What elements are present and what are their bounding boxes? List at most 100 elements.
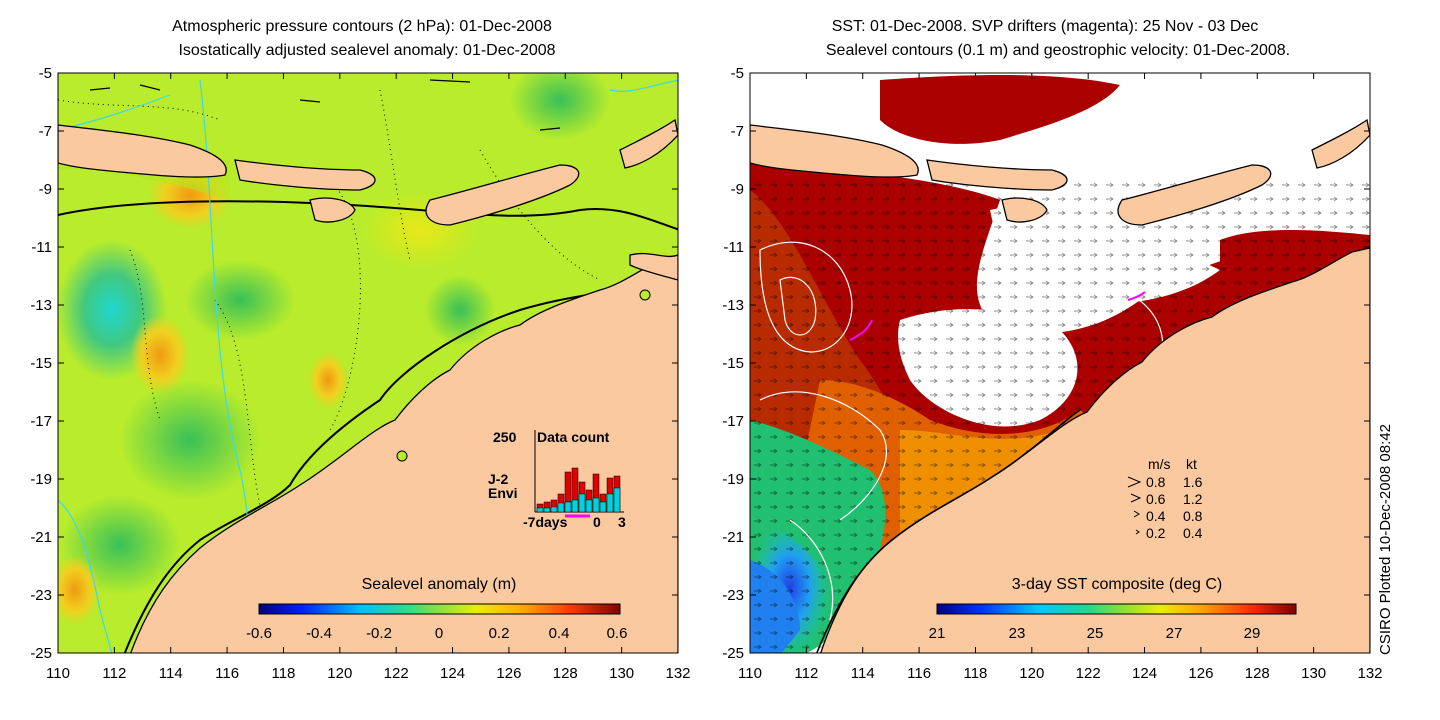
legend-kt: 0.4 <box>1183 525 1203 541</box>
island-flores <box>58 124 227 178</box>
inset-bar-envi <box>613 487 621 513</box>
lon-tick-label: 112 <box>102 665 126 682</box>
island-flores <box>750 124 919 178</box>
lon-tick-label: 116 <box>907 665 931 682</box>
lon-tick-label: 124 <box>440 665 465 682</box>
lon-tick-label: 132 <box>665 665 690 682</box>
inset-bar-envi <box>606 493 614 513</box>
lon-tick-label: 114 <box>851 665 875 682</box>
lon-tick-label: 124 <box>1132 665 1157 682</box>
lon-tick-label: 126 <box>496 665 521 682</box>
plot-credit: CSIRO Plotted 10-Dec-2008 08:42 <box>1377 424 1394 655</box>
sla-low-south <box>120 380 260 500</box>
lon-tick-label: 118 <box>963 665 987 682</box>
left-cb-tick: 0.2 <box>489 625 510 642</box>
lat-tick-label: -5 <box>731 65 744 82</box>
lat-tick-label: -11 <box>723 239 744 256</box>
lat-tick-label: -15 <box>722 355 744 372</box>
legend-arrow-icon <box>1130 493 1142 503</box>
sealevel-contour <box>759 241 853 353</box>
inset-bar-envi <box>557 502 565 513</box>
right-colorbar-scale <box>936 603 1297 615</box>
velocity-legend: m/s kt 0.8 1.6 0.6 1.2 0.4 0.8 0.2 0.4 <box>1127 456 1203 541</box>
lon-tick-label: 118 <box>271 665 295 682</box>
lon-tick-label: 116 <box>215 665 239 682</box>
lat-tick-label: -15 <box>30 355 52 372</box>
left-title-line1: Atmospheric pressure contours (2 hPa): 0… <box>172 18 552 35</box>
island-sumba <box>234 159 376 191</box>
sla-high-east <box>308 352 348 408</box>
left-axis-ticks: -5 -7 -9 -11 -13 -15 -17 -19 -21 -23 -25 110 112 114 1… <box>30 65 690 682</box>
lat-tick-label: -25 <box>30 645 52 662</box>
shelf-edge-line <box>123 284 678 653</box>
island-timor <box>1117 164 1272 226</box>
inset-tick-start: -7days <box>523 514 568 530</box>
legend-arrow-icon <box>1135 529 1140 535</box>
left-colorbar-scale <box>258 603 621 615</box>
sla-high-southwest <box>58 555 100 625</box>
legend-ms: 0.8 <box>1146 474 1166 490</box>
inset-bar-envi <box>550 506 558 513</box>
lon-tick-label: 128 <box>1245 665 1270 682</box>
left-colorbar: Sealevel anomaly (m) -0.6 -0.4 -0.2 0 0.… <box>246 576 627 642</box>
island-timor <box>425 164 580 226</box>
svp-drifter-track <box>849 319 873 341</box>
island-sumba <box>926 159 1068 191</box>
inset-bar-envi <box>564 501 572 513</box>
right-map-body <box>750 73 1370 653</box>
right-colorbar: 3-day SST composite (deg C) 21 23 25 27 … <box>929 576 1297 642</box>
left-cb-tick: -0.2 <box>366 625 392 642</box>
legend-kt: 1.6 <box>1183 474 1203 490</box>
inset-bar-envi <box>599 501 607 513</box>
inset-bars <box>536 467 621 513</box>
legend-header-kt: kt <box>1186 456 1197 472</box>
sla-low-mid <box>185 260 295 340</box>
right-map-panel: SST: 01-Dec-2008. SVP drifters (magenta)… <box>722 18 1382 682</box>
right-cb-tick: 21 <box>929 625 946 642</box>
lat-tick-label: -21 <box>30 529 52 546</box>
lon-tick-label: 122 <box>384 665 409 682</box>
lon-tick-label: 122 <box>1076 665 1101 682</box>
inset-title: Data count <box>537 429 610 445</box>
lat-tick-label: -5 <box>39 65 52 82</box>
lat-tick-label: -11 <box>31 239 52 256</box>
lat-tick-label: -19 <box>30 471 52 488</box>
sla-low-shelf <box>425 275 495 345</box>
left-cb-tick: 0.6 <box>607 625 628 642</box>
legend-ms: 0.6 <box>1146 491 1166 507</box>
lat-tick-label: -9 <box>731 181 744 198</box>
right-cb-tick: 25 <box>1087 625 1104 642</box>
legend-arrow-icon <box>1127 476 1142 488</box>
lon-tick-label: 120 <box>327 665 352 682</box>
right-cb-tick: 29 <box>1244 625 1261 642</box>
lon-tick-label: 128 <box>553 665 578 682</box>
inset-bar-envi <box>543 507 551 513</box>
lat-tick-label: -13 <box>30 297 52 314</box>
legend-kt: 1.2 <box>1183 491 1203 507</box>
right-title-line1: SST: 01-Dec-2008. SVP drifters (magenta)… <box>832 18 1259 35</box>
left-cb-tick: -0.4 <box>306 625 332 642</box>
lat-tick-label: -19 <box>722 471 744 488</box>
lat-tick-label: -17 <box>30 413 52 430</box>
lat-tick-label: -13 <box>722 297 744 314</box>
data-count-inset: 250 Data count J-2 Envi -7days 0 3 <box>488 429 626 530</box>
lon-tick-label: 110 <box>46 665 70 682</box>
legend-ms: 0.4 <box>1146 508 1166 524</box>
inset-tick-end: 3 <box>618 514 626 530</box>
lon-tick-label: 114 <box>159 665 183 682</box>
tide-gauge-marker <box>639 289 651 301</box>
right-colorbar-label: 3-day SST composite (deg C) <box>1012 576 1222 593</box>
lat-tick-label: -21 <box>722 529 744 546</box>
inset-bar-envi <box>571 499 579 513</box>
sla-high-center <box>130 315 190 395</box>
inset-tick-zero: 0 <box>593 514 601 530</box>
lon-tick-label: 130 <box>609 665 634 682</box>
inset-legend-j2: J-2 <box>488 471 508 487</box>
right-cb-tick: 23 <box>1009 625 1026 642</box>
right-title-line2: Sealevel contours (0.1 m) and geostrophi… <box>826 42 1290 59</box>
legend-header-ms: m/s <box>1148 456 1171 472</box>
legend-ms: 0.2 <box>1146 525 1166 541</box>
legend-kt: 0.8 <box>1183 508 1203 524</box>
left-cb-tick: 0 <box>435 625 443 642</box>
